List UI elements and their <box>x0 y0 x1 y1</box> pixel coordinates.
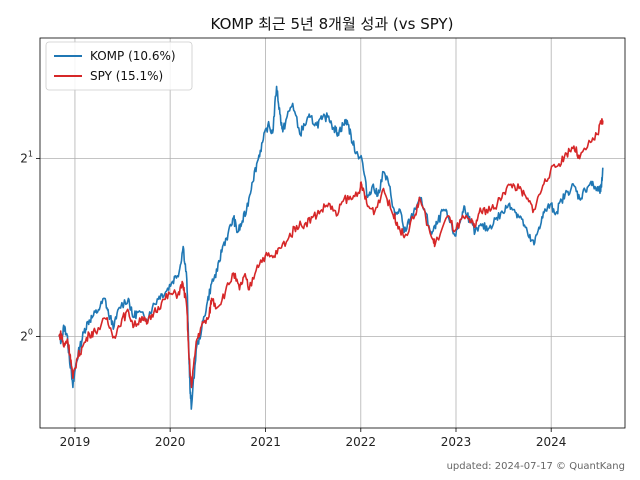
x-tick-label: 2023 <box>441 435 472 449</box>
x-tick-label: 2021 <box>250 435 281 449</box>
legend-box <box>45 41 193 91</box>
series-line-komp <box>58 85 604 410</box>
x-tick-label: 2020 <box>155 435 186 449</box>
legend-label-komp: KOMP (10.6%) <box>90 49 176 63</box>
y-tick-label: 20 <box>20 327 33 343</box>
footer-credit: updated: 2024-07-17 © QuantKang <box>447 461 625 472</box>
series-lines <box>58 85 604 410</box>
x-axis: 2019 2020 2021 2022 2023 2024 <box>60 428 567 449</box>
x-tick-label: 2022 <box>346 435 377 449</box>
legend: KOMP (10.6%) SPY (15.1%) <box>45 41 193 91</box>
x-tick-label: 2019 <box>60 435 91 449</box>
plot-frame <box>39 37 626 429</box>
legend-label-spy: SPY (15.1%) <box>90 69 163 83</box>
chart-title: KOMP 최근 5년 8개월 성과 (vs SPY) <box>211 15 454 33</box>
y-tick-label: 21 <box>20 150 33 166</box>
x-tick-label: 2024 <box>536 435 567 449</box>
series-line-spy <box>58 118 604 389</box>
y-axis: 2021 <box>20 150 40 343</box>
